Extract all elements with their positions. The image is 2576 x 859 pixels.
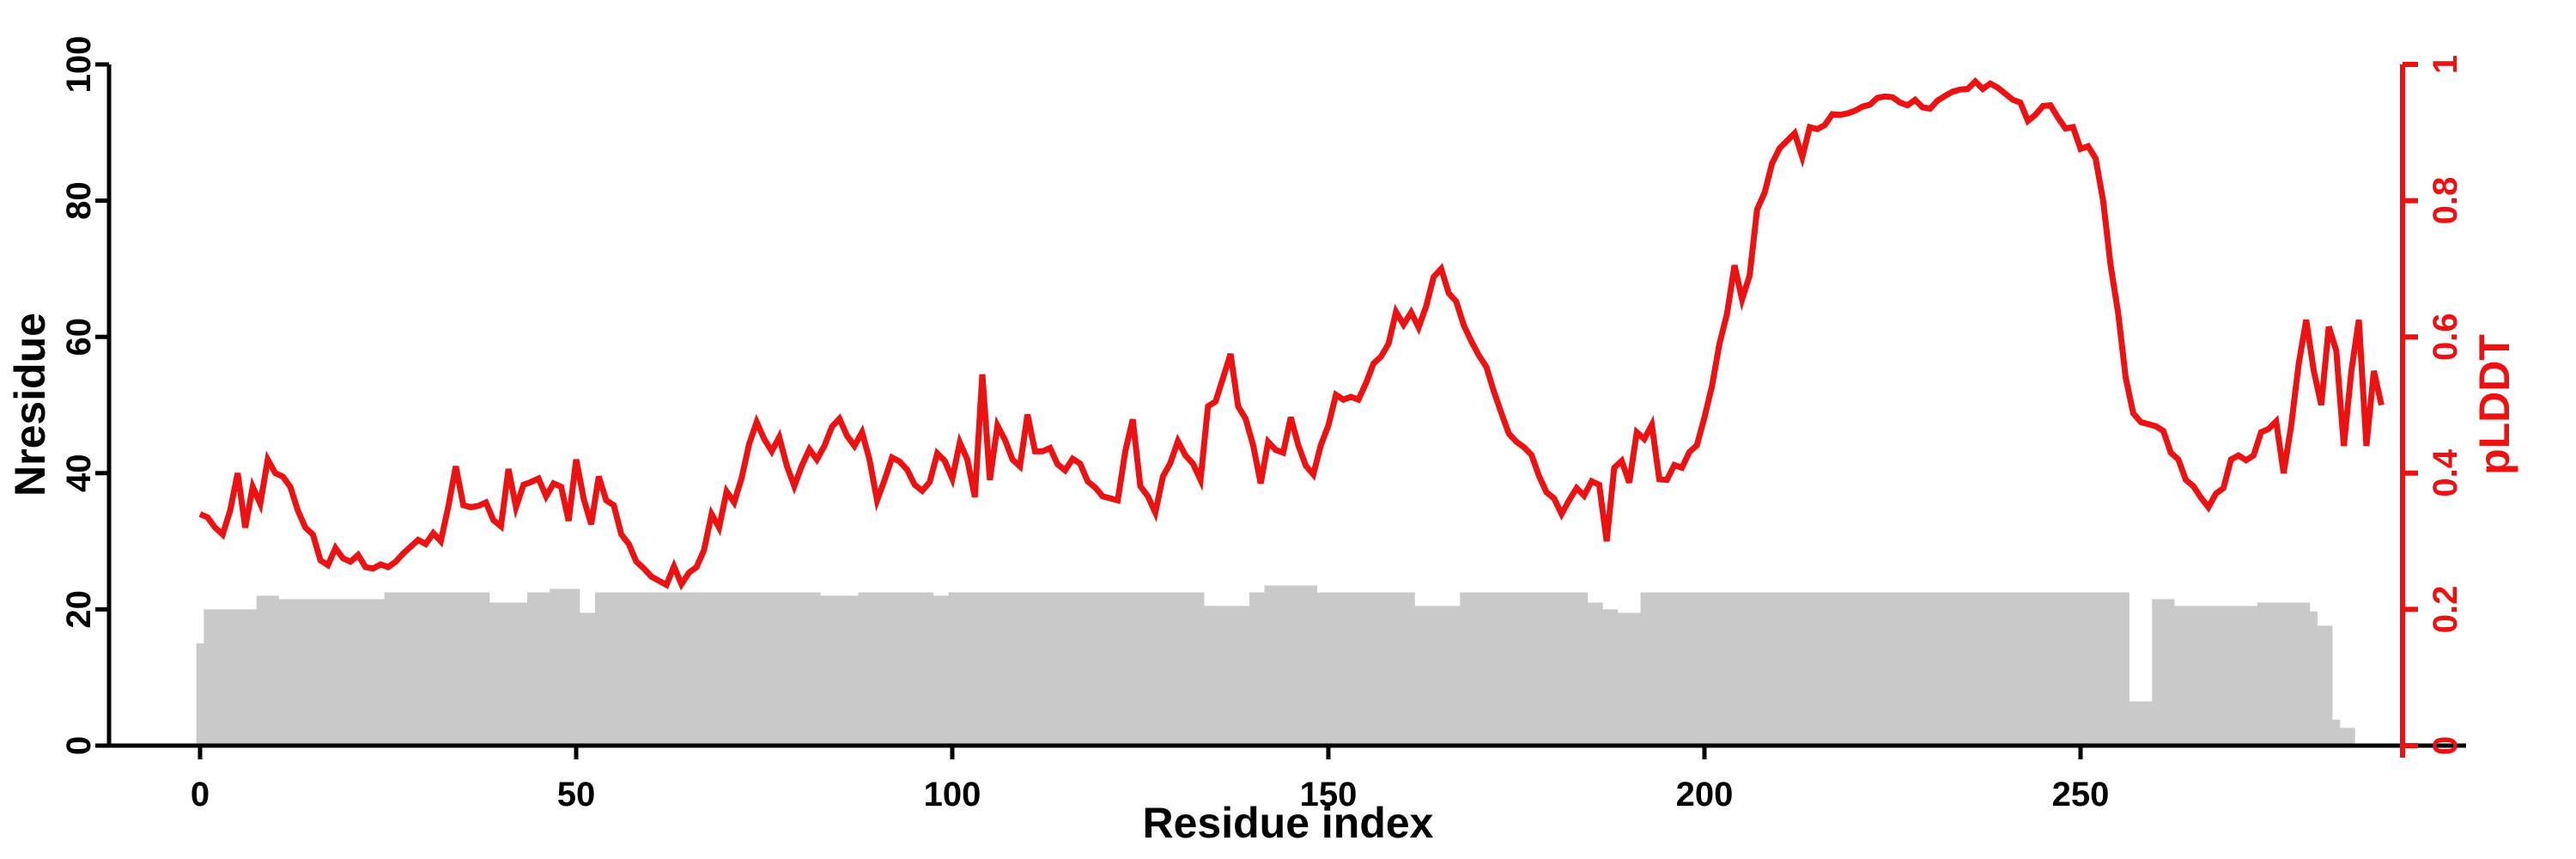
x-axis-tick-label: 100 [924, 776, 981, 813]
left-axis-tick-label: 0 [60, 736, 98, 755]
right-axis-tick-label: 0.8 [2427, 177, 2464, 225]
x-axis-title: Residue index [1143, 799, 1434, 847]
right-axis-tick-label: 1 [2427, 55, 2464, 74]
right-axis-title: pLDDT [2470, 334, 2518, 475]
x-axis-tick-label: 50 [557, 776, 596, 813]
nresidue-bars-path [196, 585, 2355, 746]
right-axis-tick-label: 0.4 [2427, 448, 2464, 497]
x-axis-tick-label: 250 [2052, 776, 2110, 813]
left-axis-tick-label: 80 [60, 181, 98, 220]
x-axis-tick-label: 150 [1300, 776, 1358, 813]
axes: 0 20 40 60 80 100 0 50 100 150 200 250 0 0.2 0.4 0.6 0.8… [60, 36, 2466, 813]
nresidue-bars [196, 585, 2355, 746]
x-axis-tick-label: 0 [191, 776, 210, 813]
x-axis-tick-label: 200 [1676, 776, 1734, 813]
right-axis-tick-label: 0.6 [2427, 313, 2464, 361]
right-axis-tick-label: 0.2 [2427, 586, 2464, 634]
left-axis-tick-label: 20 [60, 590, 98, 629]
left-axis-tick-label: 60 [60, 318, 98, 356]
right-axis-tick-label: 0 [2427, 736, 2464, 755]
left-axis-tick-label: 40 [60, 454, 98, 493]
left-axis-title: Nresidue [6, 313, 54, 497]
plddt-line [198, 76, 2385, 591]
plddt-line-path [198, 76, 2385, 591]
left-axis-tick-label: 100 [60, 36, 98, 94]
